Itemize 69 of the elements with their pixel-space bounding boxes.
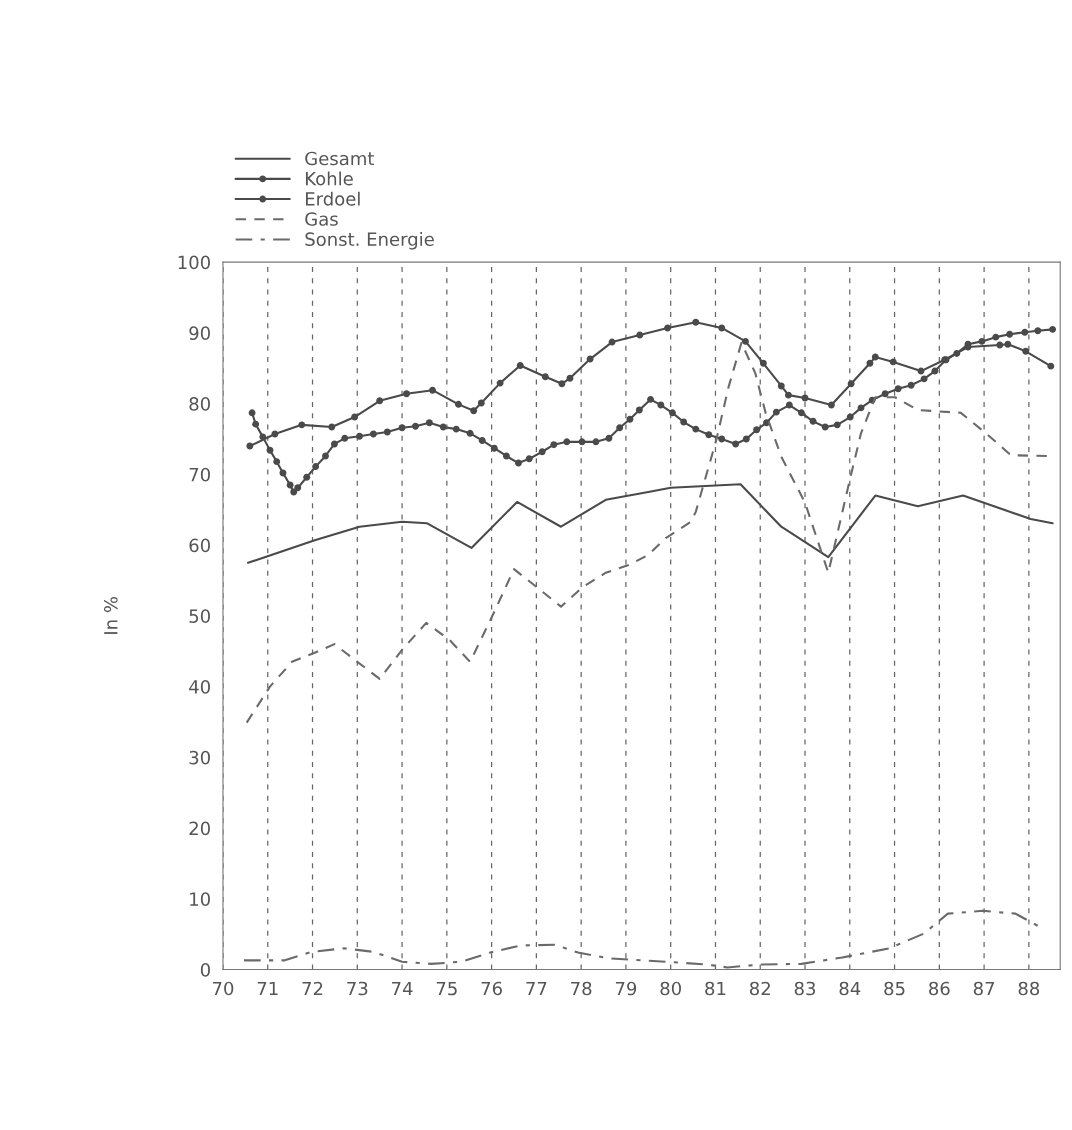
- point: [759, 359, 767, 367]
- y-tick-label: 80: [189, 397, 210, 411]
- point: [541, 373, 549, 381]
- point: [477, 399, 485, 407]
- point: [496, 379, 504, 387]
- x-tick-label: 87: [973, 981, 995, 996]
- y-tick-label: 50: [189, 609, 210, 623]
- x-tick-label: 76: [481, 981, 502, 996]
- legend-label: Sonst. Energie: [305, 232, 434, 250]
- point: [827, 401, 835, 409]
- x-tick-label: 82: [749, 981, 770, 996]
- y-tick-label: 40: [189, 680, 210, 694]
- y-axis-title: In %: [104, 597, 118, 634]
- point: [516, 361, 524, 369]
- point: [455, 400, 462, 408]
- point: [298, 421, 306, 429]
- point: [376, 397, 384, 405]
- y-tick-label: 10: [190, 892, 210, 906]
- x-tick-label: 88: [1018, 981, 1040, 996]
- point: [246, 442, 254, 450]
- y-tick-label: 70: [189, 467, 210, 482]
- legend-label: Kohle: [306, 171, 353, 186]
- point: [784, 391, 792, 399]
- x-tick-label: 84: [839, 981, 861, 996]
- y-tick-label: 20: [189, 821, 210, 836]
- x-tick-label: 79: [615, 981, 637, 996]
- y-tick-label: 60: [189, 538, 210, 553]
- x-tick-label: 74: [392, 981, 413, 996]
- point: [996, 341, 1004, 349]
- x-tick-label: 72: [302, 981, 323, 996]
- x-tick-label: 81: [705, 981, 726, 996]
- x-tick-label: 77: [526, 981, 547, 996]
- point: [692, 318, 700, 326]
- point: [1004, 340, 1012, 348]
- point: [889, 358, 897, 366]
- point: [351, 413, 359, 421]
- x-tick-label: 83: [794, 981, 816, 996]
- x-tick-label: 70: [212, 981, 234, 996]
- x-tick-label: 73: [347, 981, 368, 996]
- point: [718, 324, 726, 332]
- point: [1022, 347, 1030, 355]
- point: [566, 374, 574, 382]
- x-tick-label: 85: [884, 981, 905, 996]
- point: [664, 324, 672, 332]
- legend-label: Erdoel: [306, 191, 360, 206]
- x-tick-label: 86: [929, 981, 950, 996]
- point: [1047, 362, 1055, 370]
- legend-label: Gesamt: [305, 151, 375, 166]
- y-tick-label: 100: [178, 255, 210, 270]
- x-tick-label: 75: [436, 981, 457, 996]
- point: [558, 380, 566, 388]
- point: [741, 337, 749, 345]
- point: [403, 390, 411, 398]
- point: [777, 382, 785, 390]
- line-series: [247, 483, 1054, 564]
- x-tick-label: 78: [571, 981, 592, 996]
- point: [429, 386, 436, 394]
- x-tick-label: 80: [660, 981, 681, 996]
- legend-label: Gas: [305, 212, 338, 226]
- point: [847, 380, 855, 388]
- point: [470, 407, 478, 415]
- point: [871, 353, 879, 361]
- x-tick-label: 71: [257, 981, 278, 996]
- y-tick-label: 0: [200, 963, 210, 977]
- point: [636, 331, 644, 339]
- point: [866, 359, 874, 367]
- point: [328, 423, 336, 431]
- y-tick-label: 90: [189, 326, 210, 341]
- y-tick-label: 30: [189, 750, 210, 765]
